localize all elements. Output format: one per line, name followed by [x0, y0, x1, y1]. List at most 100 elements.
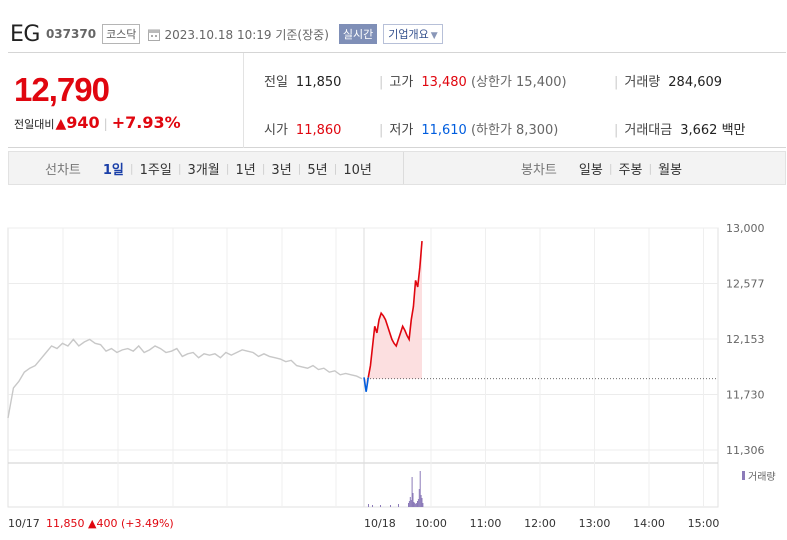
period-1w[interactable]: 1주일 [139, 162, 172, 178]
prev-day-label: 10/17 [8, 517, 40, 530]
candle-chart-group: 봉차트 일봉 | 주봉 | 월봉 [521, 152, 688, 184]
low: | 저가 11,610 (하한가 8,300) [379, 119, 558, 138]
volume-bar [409, 497, 411, 507]
company-overview-label: 기업개요 [388, 28, 429, 41]
low-label: 저가 [389, 123, 414, 138]
volume-bar [418, 489, 420, 507]
open-label: 시가 [264, 123, 288, 138]
high-label: 고가 [389, 75, 414, 90]
current-price: 12,790 [14, 71, 110, 108]
volume-label: 거래량 [624, 75, 661, 90]
change-row: 전일대비▲940 | +7.93% [14, 113, 181, 132]
amount-value: 3,662 백만 [680, 123, 746, 138]
volume: | 거래량 284,609 [614, 71, 722, 90]
caret-down-icon: ▼ [430, 31, 438, 41]
realtime-badge[interactable]: 실시간 [338, 24, 378, 44]
market-badge: 코스닥 [102, 24, 141, 44]
x-tick-label: 14:00 [633, 517, 665, 530]
timestamp: 2023.10.18 10:19 기준(장중) [164, 27, 329, 42]
volume-bar [408, 501, 410, 507]
divider: | [297, 161, 302, 175]
stock-header: EG 037370 코스닥 2023.10.18 10:19 기준(장중) 실시… [10, 14, 443, 54]
volume-bar [390, 505, 391, 507]
divider: | [648, 161, 653, 175]
lower-limit: (하한가 8,300) [470, 123, 559, 138]
line-chart-label: 선차트 [45, 162, 81, 178]
up-triangle-icon: ▲ [55, 116, 67, 132]
today-line-up [367, 241, 423, 378]
period-1d[interactable]: 1일 [102, 162, 124, 178]
volume-bar [372, 505, 373, 507]
intraday-chart[interactable]: 13,000 12,577 12,153 11,730 11,306 10:00 11:00… [0, 215, 787, 540]
divider: | [333, 161, 338, 175]
volume-bar [415, 504, 417, 507]
volume-bar [413, 502, 415, 507]
today-area-fill [364, 241, 422, 392]
volume-bar [380, 505, 381, 507]
amount-label: 거래대금 [624, 123, 673, 138]
period-selector: 선차트 1일 | 1주일 | 3개월 | 1년 | 3년 | 5년 | 10년 봉차트 일봉… [8, 151, 786, 185]
volume-bar [421, 498, 423, 507]
candle-monthly[interactable]: 월봉 [658, 162, 683, 178]
prev-day-line [7, 338, 363, 419]
candle-weekly[interactable]: 주봉 [618, 162, 643, 178]
divider: | [379, 75, 384, 90]
y-tick-label: 11,730 [726, 389, 765, 402]
line-chart-group: 선차트 1일 | 1주일 | 3개월 | 1년 | 3년 | 5년 | 10년 [45, 152, 378, 184]
period-5y[interactable]: 5년 [307, 162, 328, 178]
open: 시가 11,860 [264, 119, 341, 138]
prev-close: 전일 11,850 [264, 71, 341, 90]
volume-bar [398, 504, 399, 507]
volume-bar [420, 495, 422, 507]
period-10y[interactable]: 10년 [343, 162, 372, 178]
candle-chart-label: 봉차트 [521, 162, 557, 178]
y-tick-label: 13,000 [726, 222, 765, 235]
period-1y[interactable]: 1년 [235, 162, 256, 178]
calendar-icon [148, 29, 161, 41]
volume-bar [412, 493, 414, 507]
change-value: 940 [66, 113, 100, 132]
stock-name: EG [10, 21, 40, 47]
period-3y[interactable]: 3년 [271, 162, 292, 178]
volume-bar [408, 503, 409, 507]
change-label: 전일대비 [14, 118, 55, 131]
divider: | [379, 123, 384, 138]
divider: | [129, 161, 134, 175]
period-3m[interactable]: 3개월 [187, 162, 220, 178]
divider: | [608, 161, 613, 175]
open-value: 11,860 [295, 123, 342, 138]
x-tick-label: 15:00 [688, 517, 720, 530]
volume-value: 284,609 [668, 75, 723, 90]
x-tick-label: 11:00 [470, 517, 502, 530]
low-value: 11,610 [421, 123, 467, 138]
prev-close-value: 11,850 [295, 75, 342, 90]
divider: | [177, 161, 182, 175]
today-line-down [363, 377, 370, 392]
candle-daily[interactable]: 일봉 [578, 162, 603, 178]
company-overview-button[interactable]: 기업개요 ▼ [383, 24, 443, 44]
divider: | [261, 161, 266, 175]
x-tick-label: 12:00 [524, 517, 556, 530]
volume-bar [422, 503, 424, 507]
price-block: 12,790 전일대비▲940 | +7.93% [8, 53, 244, 148]
high-value: 13,480 [421, 75, 467, 90]
volume-bar [411, 477, 413, 507]
high: | 고가 13,480 (상한가 15,400) [379, 71, 567, 90]
divider: | [614, 75, 619, 90]
volume-bar [410, 500, 412, 507]
prev-close-label: 전일 [264, 75, 288, 90]
y-tick-label: 11,306 [726, 444, 765, 457]
volume-legend-swatch [742, 471, 745, 480]
volume-bar [417, 501, 418, 507]
divider: | [614, 123, 619, 138]
volume-bar [414, 503, 416, 507]
volume-bar [419, 471, 421, 507]
plot-frame [7, 227, 719, 508]
today-label: 10/18 [364, 517, 396, 530]
y-tick-label: 12,153 [726, 333, 765, 346]
prev-day-summary: 11,850 ▲400 (+3.49%) [46, 517, 174, 530]
change-percent: +7.93% [111, 113, 181, 132]
group-divider [403, 152, 404, 184]
quote-panel: 12,790 전일대비▲940 | +7.93% 전일 11,850 | 고가 13,48… [8, 52, 786, 148]
volume-bar [417, 499, 419, 507]
